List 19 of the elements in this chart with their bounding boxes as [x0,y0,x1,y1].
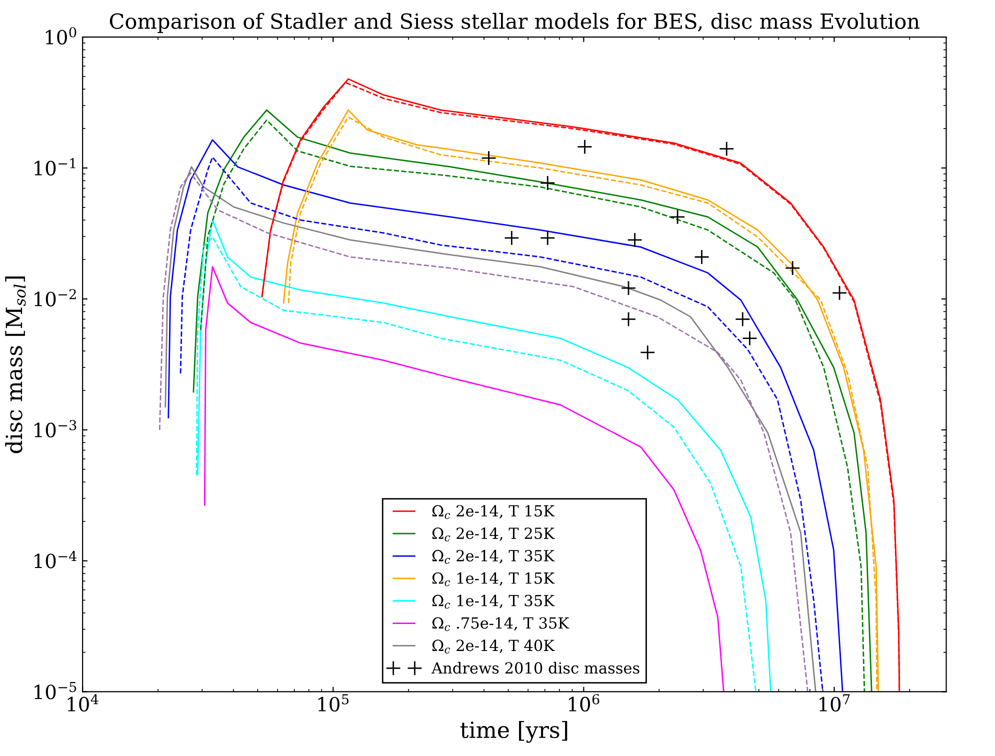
y-tick-label: 10$^{−3}$ [34,420,76,438]
y-axis-title: disc mass [M$_{sol}$] [5,276,26,454]
x-tick-label: 10$^{6}$ [568,694,600,712]
x-tick-label: 10$^{7}$ [819,694,850,712]
legend-label: Ω$_{c}$ .75e-14, T 35K [432,617,570,632]
legend-label: Ω$_{c}$ 2e-14, T 35K [432,550,555,564]
y-tick-label: 10$^{−2}$ [34,289,76,306]
legend-label: Ω$_{c}$ 1e-14, T 35K [432,594,555,609]
legend-label: Andrews 2010 disc masses [431,662,640,674]
x-axis-title: time [yrs] [460,720,568,743]
legend-label: Ω$_{c}$ 2e-14, T 25K [432,527,555,542]
y-tick-label: 10$^{−4}$ [34,550,77,568]
legend-label: Ω$_{c}$ 2e-14, T 15K [432,505,555,519]
legend-label: Ω$_{c}$ 2e-14, T 40K [432,640,555,654]
y-tick-label: 10$^{0}$ [46,27,76,45]
legend-label: Ω$_{c}$ 1e-14, T 15K [432,572,555,586]
y-tick-label: 10$^{−1}$ [34,158,76,176]
chart-title: Comparison of Stadler and Siess stellar models for BES, disc mass Evolution [110,12,920,34]
x-tick-label: 10$^{5}$ [318,694,349,712]
